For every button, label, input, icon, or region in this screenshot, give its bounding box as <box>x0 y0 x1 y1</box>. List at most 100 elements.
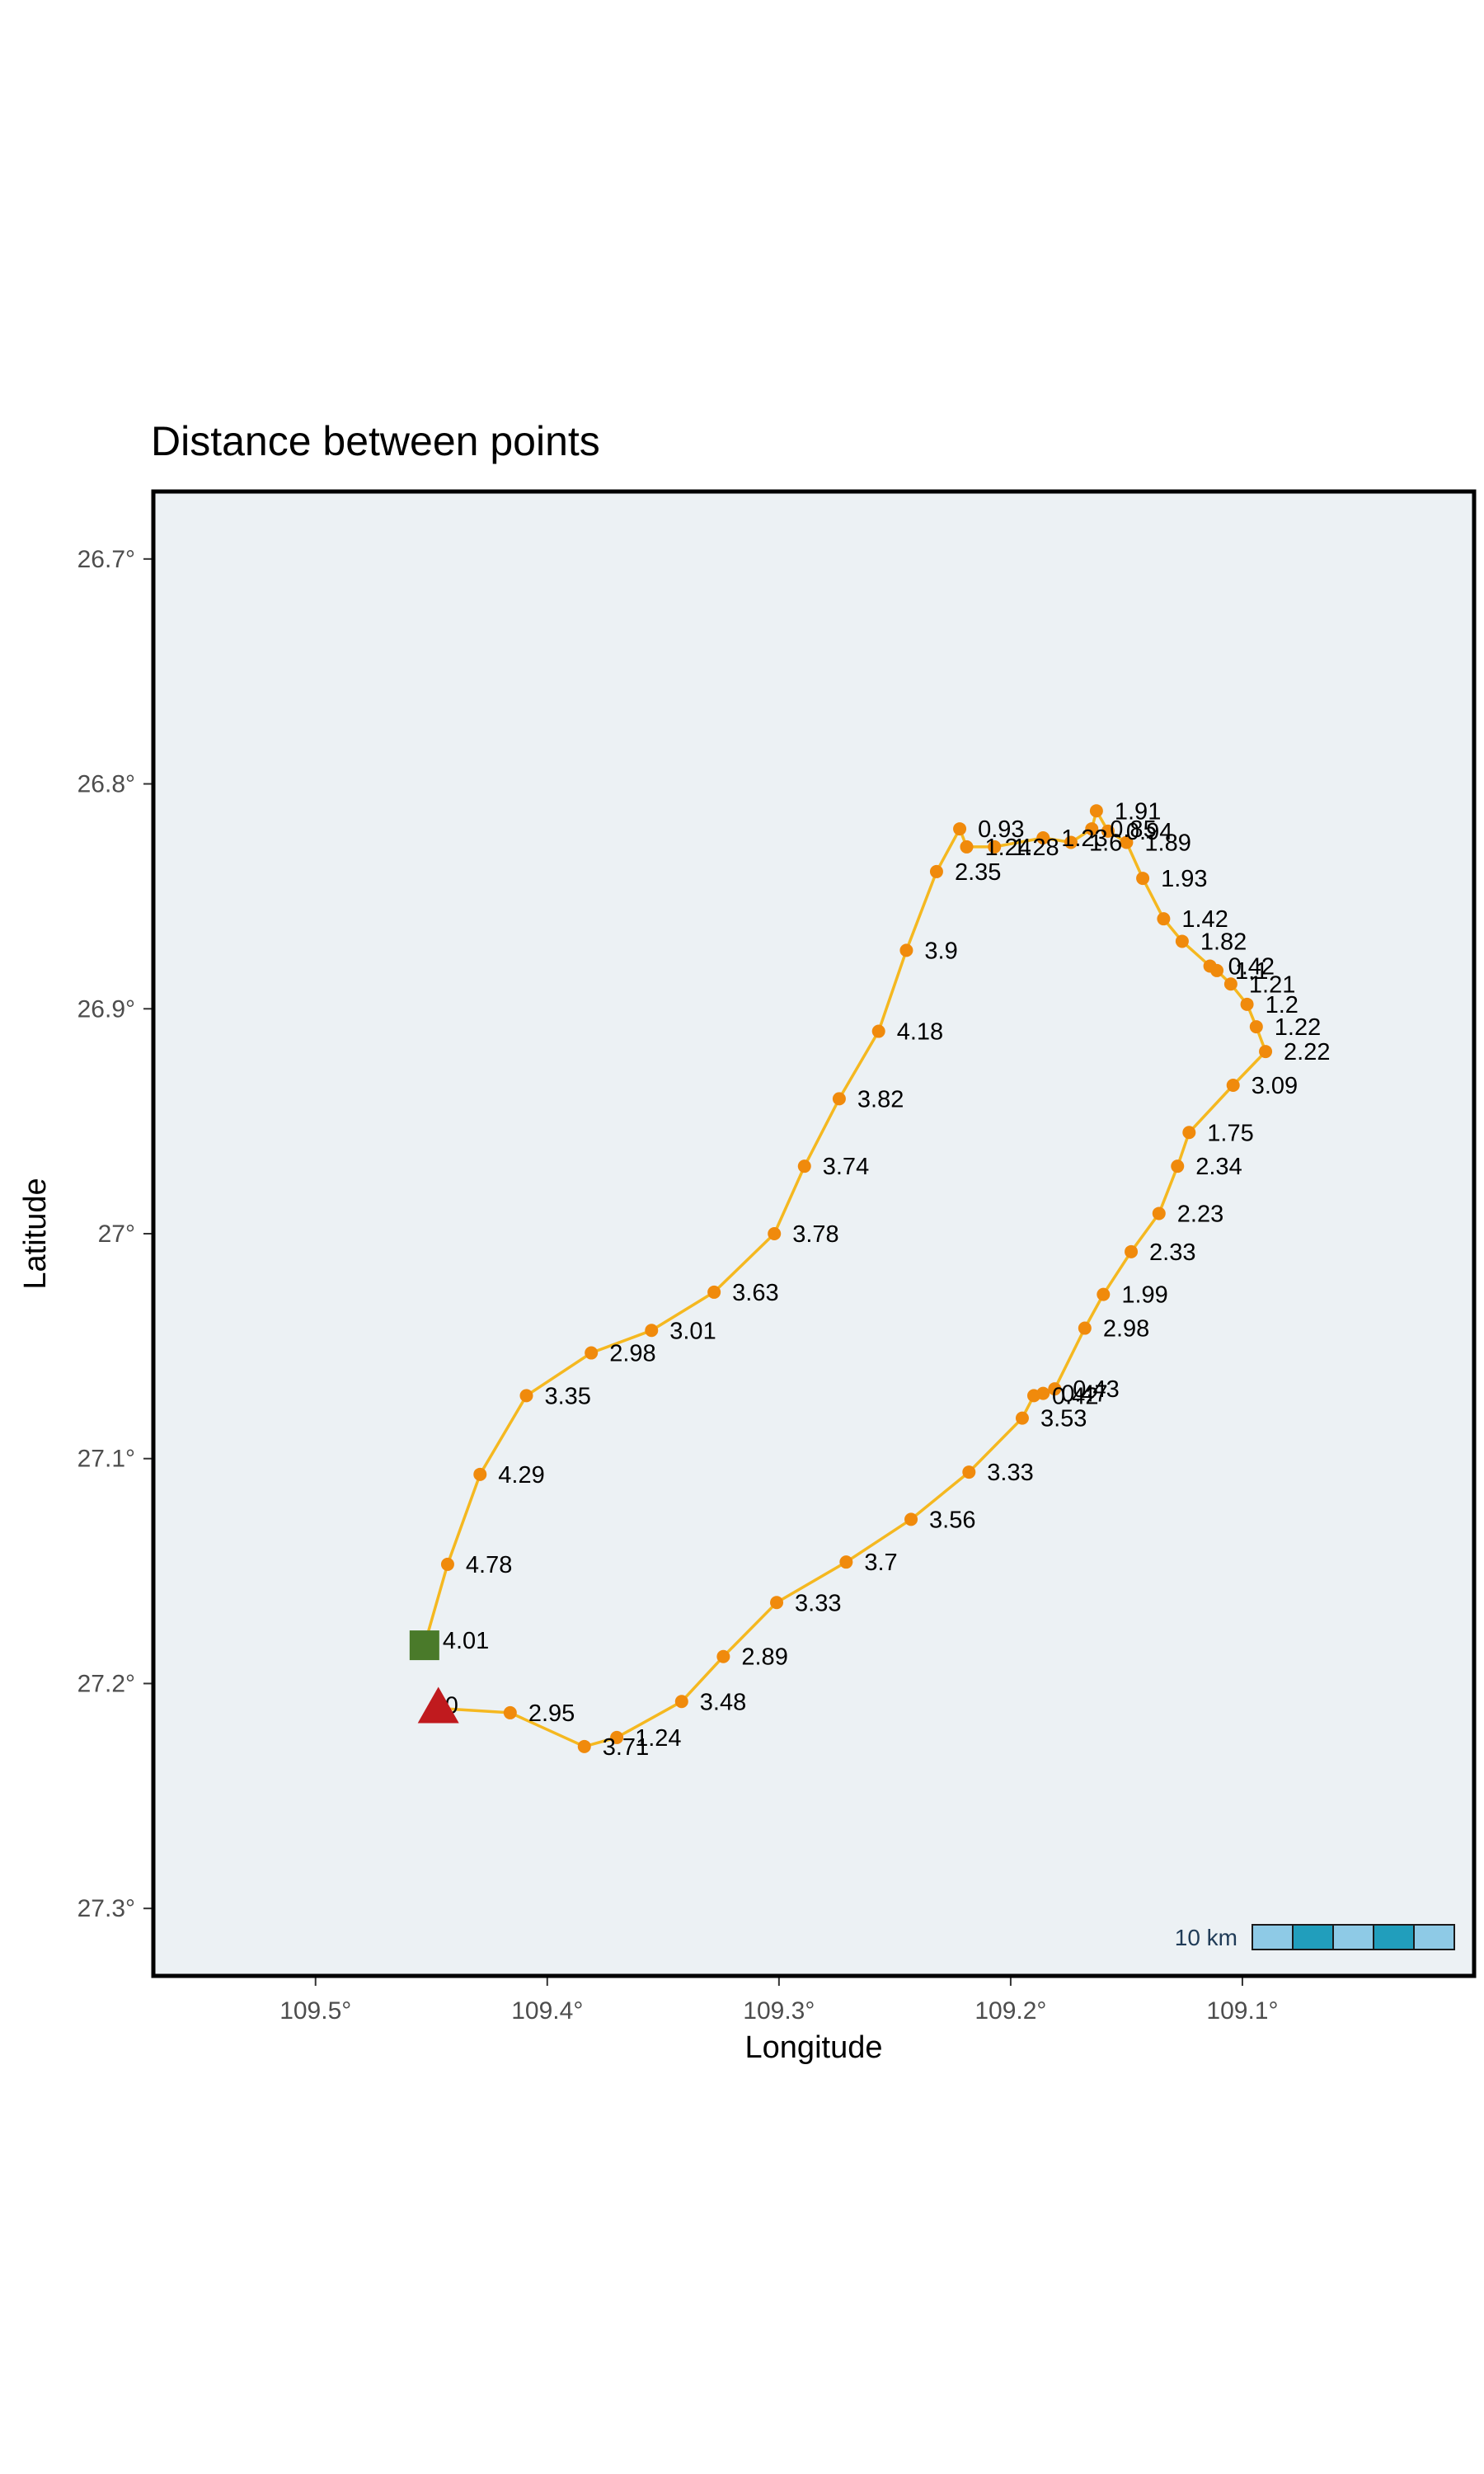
route-point <box>1036 1386 1050 1400</box>
route-point <box>577 1739 591 1753</box>
distance-label: 0.42 <box>1052 1383 1098 1409</box>
distance-label: 0.42 <box>1228 953 1275 980</box>
route-point <box>440 1557 454 1571</box>
end-distance-label: 4.01 <box>443 1628 489 1654</box>
route-point <box>716 1649 730 1663</box>
distance-label: 1.42 <box>1181 906 1228 933</box>
plot-panel-border <box>151 489 1477 1978</box>
distance-label: 4.29 <box>498 1462 544 1489</box>
route-points <box>440 804 1273 1753</box>
scale-bar-segment <box>1252 1924 1294 1950</box>
distance-label: 3.35 <box>544 1383 590 1409</box>
route-point <box>899 943 913 957</box>
plot-panel-background <box>153 492 1474 1976</box>
axes: 109.5° 109.4° 109.3° 109.2° 109.1° 26.7° 26.8°… <box>77 546 1279 2025</box>
route-point <box>1175 934 1189 948</box>
x-tick-label: 109.5° <box>279 1997 351 2025</box>
distance-label: 4.78 <box>466 1552 512 1578</box>
x-tick-label: 109.1° <box>1206 1997 1278 2025</box>
route-point <box>953 822 967 836</box>
distance-label: 3.9 <box>924 938 957 964</box>
route-point <box>839 1555 853 1569</box>
distance-label: 3.63 <box>732 1280 778 1306</box>
route-point <box>1171 1159 1185 1174</box>
scale-bar-segment <box>1292 1924 1334 1950</box>
route-point <box>585 1346 599 1360</box>
distance-label: 1.75 <box>1207 1120 1253 1146</box>
route-point <box>1240 997 1254 1011</box>
distance-label: 3.53 <box>1040 1406 1087 1432</box>
scale-bar-label: 10 km <box>1175 1925 1237 1950</box>
distance-label: 2.98 <box>1103 1316 1149 1343</box>
route-point <box>473 1467 487 1481</box>
route-point <box>1152 1206 1166 1221</box>
distance-label: 3.09 <box>1252 1073 1298 1099</box>
route-point <box>1048 1382 1062 1396</box>
chart-title: Distance between points <box>151 418 600 464</box>
distance-label: 0.94 <box>1126 819 1172 845</box>
distance-label: 0.93 <box>978 816 1024 843</box>
route-point <box>674 1695 688 1709</box>
x-axis-title: Longitude <box>745 2030 883 2065</box>
distance-label: 3.48 <box>700 1689 746 1715</box>
y-tick-label: 27° <box>98 1221 135 1248</box>
distance-label: 2.23 <box>1177 1201 1223 1227</box>
y-tick-label: 26.9° <box>77 995 135 1023</box>
y-tick-label: 26.8° <box>77 771 135 798</box>
distance-label: 2.89 <box>741 1644 787 1671</box>
distance-label: 2.98 <box>609 1341 655 1367</box>
distance-label: 3.33 <box>795 1590 841 1616</box>
y-tick-label: 27.2° <box>77 1670 135 1697</box>
route-point <box>770 1596 784 1610</box>
scale-bar-segment <box>1373 1924 1415 1950</box>
distance-label: 3.01 <box>669 1318 716 1344</box>
distance-label: 1.23 <box>1061 825 1107 852</box>
end-marker-square <box>409 1630 439 1661</box>
route-point <box>1085 822 1099 836</box>
distance-labels: 2.953.711.243.482.893.333.73.563.333.530… <box>443 798 1331 1761</box>
route-point <box>832 1092 846 1106</box>
route-point <box>503 1705 517 1719</box>
route-point <box>1136 872 1150 886</box>
distance-label: 0.85 <box>1110 816 1156 843</box>
distance-label: 1.6 <box>1089 830 1122 856</box>
route-point <box>1097 1287 1111 1301</box>
route-point <box>962 1465 976 1479</box>
distance-label: 1.24 <box>635 1725 681 1752</box>
route-point <box>1157 912 1171 926</box>
route-point <box>988 840 1002 854</box>
route-point <box>1064 835 1078 849</box>
y-tick-label: 27.1° <box>77 1446 135 1473</box>
y-axis-title: Latitude <box>18 1178 53 1289</box>
route-point <box>1203 959 1217 973</box>
distance-label: 1.91 <box>1115 798 1161 825</box>
distance-label: 3.78 <box>792 1221 838 1248</box>
x-tick-label: 109.3° <box>743 1997 815 2025</box>
route-point <box>929 864 943 878</box>
route-point <box>904 1512 918 1526</box>
distance-label: 1.1 <box>1235 958 1268 985</box>
route-point <box>1036 831 1050 844</box>
distance-label: 3.71 <box>603 1734 649 1761</box>
route-point <box>1259 1045 1273 1059</box>
scale-bar-segment <box>1413 1924 1455 1950</box>
route-point <box>610 1730 624 1744</box>
x-tick-label: 109.2° <box>974 1997 1046 2025</box>
distance-label: 4.18 <box>897 1019 943 1046</box>
scale-bar-segment <box>1332 1924 1374 1950</box>
distance-label: 1.93 <box>1161 866 1207 892</box>
distance-label: 2.33 <box>1149 1239 1195 1266</box>
distance-label: 3.33 <box>987 1460 1033 1486</box>
distance-label: 1.2 <box>1266 992 1298 1018</box>
distance-label: 1.99 <box>1121 1282 1167 1309</box>
distance-label: 0.43 <box>1073 1376 1119 1403</box>
x-tick-label: 109.4° <box>511 1997 583 2025</box>
route-point <box>1120 835 1134 849</box>
distance-label: 2.35 <box>955 859 1001 886</box>
distance-label: 1.28 <box>1012 835 1059 861</box>
route-point <box>707 1285 721 1299</box>
route-point <box>1101 824 1115 838</box>
distance-label: 2.22 <box>1284 1039 1330 1065</box>
y-tick-label: 27.3° <box>77 1895 135 1922</box>
